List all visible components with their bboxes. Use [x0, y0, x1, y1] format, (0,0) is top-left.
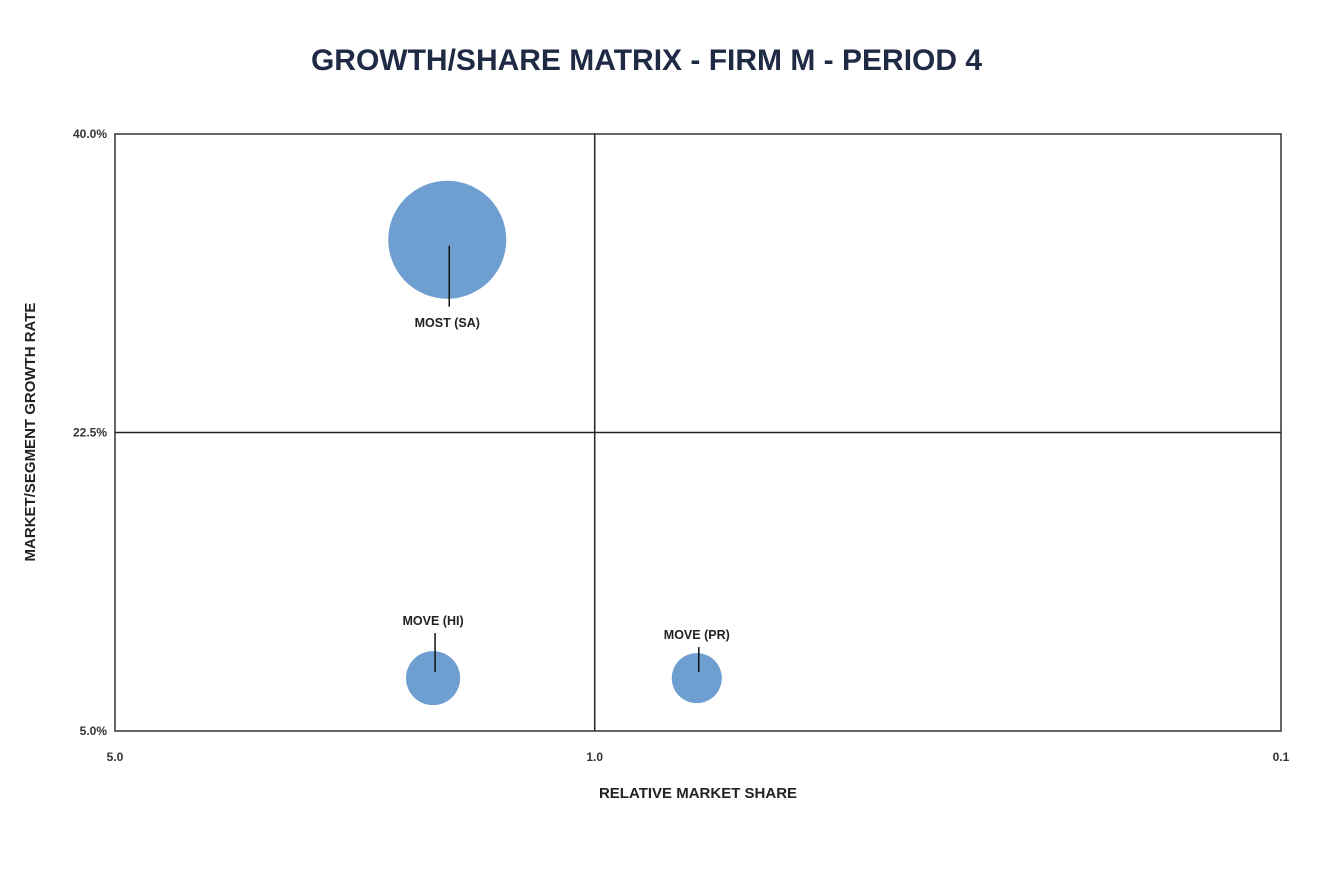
data-label: MOST (SA)	[415, 316, 480, 330]
x-tick-label: 5.0	[107, 750, 124, 764]
chart-title: GROWTH/SHARE MATRIX - FIRM M - PERIOD 4	[310, 44, 983, 77]
y-axis-label: MARKET/SEGMENT GROWTH RATE	[22, 303, 39, 562]
x-tick-label: 0.1	[1273, 750, 1290, 764]
bubble	[406, 651, 461, 706]
x-tick-label: 1.0	[586, 750, 603, 764]
x-axis-label: RELATIVE MARKET SHARE	[599, 785, 797, 802]
bubble	[671, 653, 722, 704]
data-label: MOVE (HI)	[403, 614, 464, 628]
y-tick-label: 22.5%	[73, 426, 107, 440]
y-tick-label: 40.0%	[73, 127, 107, 141]
bubble	[388, 180, 507, 299]
y-tick-label: 5.0%	[80, 724, 108, 738]
data-label: MOVE (PR)	[664, 628, 730, 642]
